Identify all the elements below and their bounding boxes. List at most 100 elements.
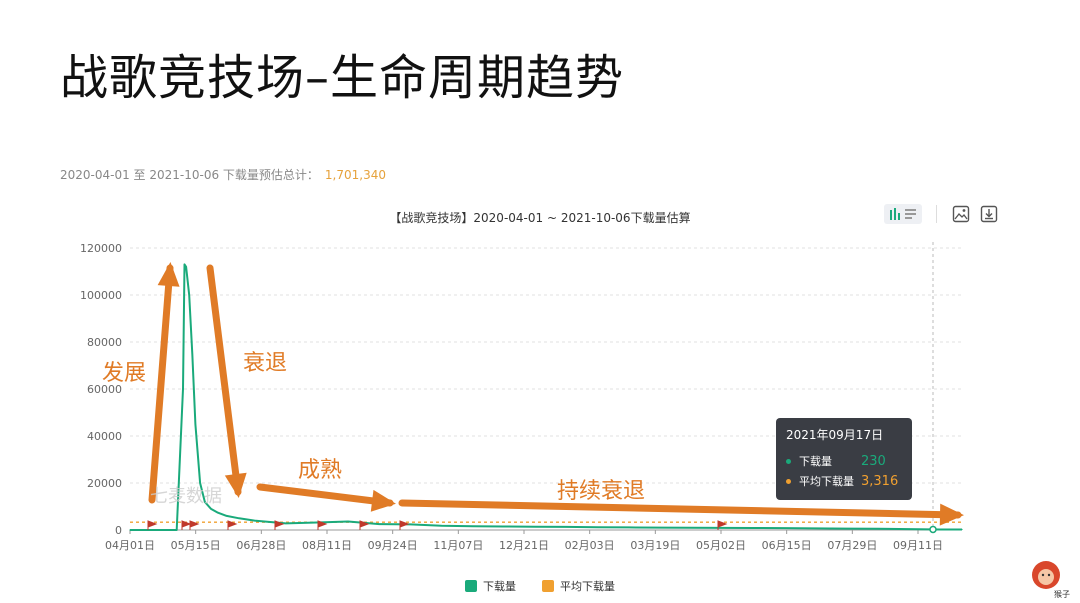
download-point — [254, 520, 256, 522]
x-axis-ticks: 04月01日 05月15日 06月28日 08月11日 09月24日 11月07日 12月2… — [105, 530, 943, 552]
y-tick-label: 80000 — [87, 336, 122, 349]
x-tick-label: 12月21日 — [499, 539, 549, 552]
x-tick-label: 08月11日 — [302, 539, 352, 552]
tooltip-row-avg: 平均下载量 3,316 — [786, 471, 902, 491]
x-tick-label: 06月28日 — [236, 539, 286, 552]
download-point — [783, 527, 785, 529]
download-point — [409, 523, 412, 525]
event-flag-icon — [317, 520, 328, 530]
legend-label-avg: 平均下载量 — [560, 580, 615, 593]
chart-view-toggle[interactable] — [884, 204, 922, 224]
download-point — [378, 523, 380, 525]
annotation-arrows — [148, 262, 964, 526]
slide-title: 战歌竞技场–生命周期趋势 — [60, 50, 625, 106]
download-point — [846, 527, 848, 530]
legend-swatch-avg — [542, 580, 554, 592]
tooltip-label-avg: 平均下载量 — [799, 475, 854, 488]
x-tick-label: 04月01日 — [105, 539, 155, 552]
hover-point — [929, 525, 937, 534]
download-point — [199, 482, 201, 484]
toolbar-divider — [936, 205, 937, 223]
download-point — [596, 526, 599, 528]
x-tick-label: 05月02日 — [696, 539, 746, 552]
download-point — [814, 527, 817, 529]
arrow-mature — [256, 483, 396, 512]
download-point — [472, 525, 474, 527]
annotation-decline: 衰退 — [243, 351, 288, 376]
y-tick-label: 20000 — [87, 477, 122, 490]
event-flag-icon — [189, 520, 200, 530]
download-point — [183, 263, 186, 266]
tooltip-value-avg: 3,316 — [861, 473, 899, 489]
image-icon — [952, 205, 970, 223]
download-point — [176, 529, 178, 531]
arrow-head — [224, 472, 247, 498]
download-icon — [980, 205, 998, 223]
download-point — [188, 294, 190, 296]
chart-toolbar — [884, 204, 999, 224]
download-point — [285, 522, 287, 525]
watermark: 七麦数据 — [150, 486, 222, 507]
download-point — [752, 527, 754, 529]
annotation-develop: 发展 — [102, 361, 147, 386]
legend-label-download: 下载量 — [483, 580, 516, 593]
x-tick-label: 05月15日 — [171, 539, 221, 552]
tooltip-value-download: 230 — [861, 453, 886, 469]
monkey-logo-icon: 猴子 — [1026, 557, 1070, 599]
legend-swatch-download — [465, 580, 477, 592]
arrow-shaft — [398, 499, 962, 519]
x-tick-label: 06月15日 — [762, 539, 812, 552]
download-point — [908, 528, 910, 530]
summary-text: 2020-04-01 至 2021-10-06 下载量预估总计： — [60, 168, 319, 182]
chart-tooltip: 2021年09月17日 下载量 230 平均下载量 3,316 — [776, 418, 912, 500]
y-tick-label: 40000 — [87, 430, 122, 443]
tooltip-row-download: 下载量 230 — [786, 451, 902, 471]
arrow-head — [157, 262, 180, 287]
download-point — [347, 520, 349, 523]
tooltip-date: 2021年09月17日 — [786, 428, 884, 442]
y-tick-label: 0 — [115, 524, 122, 537]
logo-caption: 猴子 — [1054, 590, 1070, 599]
download-point — [182, 388, 184, 390]
download-point — [194, 423, 197, 425]
event-flag-icon — [274, 520, 285, 530]
download-point — [441, 525, 443, 527]
download-summary: 2020-04-01 至 2021-10-06 下载量预估总计： 1,701,34… — [60, 166, 386, 183]
event-flag-icon — [717, 520, 728, 530]
x-tick-label: 02月03日 — [565, 539, 615, 552]
download-point — [534, 526, 536, 528]
legend-item-download[interactable]: 下载量 — [465, 578, 516, 594]
series-layer — [129, 263, 963, 531]
download-point — [659, 527, 661, 529]
tooltip-label-download: 下载量 — [799, 455, 832, 468]
event-flag-icon — [147, 520, 158, 530]
event-flag-icon — [227, 520, 238, 530]
x-tick-label: 03月19日 — [630, 539, 680, 552]
download-point — [185, 266, 187, 268]
x-tick-label: 11月07日 — [433, 539, 483, 552]
annotation-mature: 成熟 — [298, 458, 343, 483]
download-point — [627, 526, 630, 529]
save-image-button[interactable] — [951, 204, 971, 224]
download-point — [503, 525, 505, 528]
arrow-decline — [206, 264, 247, 498]
x-tick-label: 09月24日 — [368, 539, 418, 552]
download-point — [225, 515, 228, 517]
event-markers — [147, 520, 937, 534]
event-flag-icon — [181, 520, 192, 530]
event-flag-icon — [399, 520, 410, 530]
arrow-shaft — [148, 264, 174, 504]
y-tick-label: 100000 — [80, 289, 122, 302]
bar-line-toggle-icon — [890, 208, 916, 220]
chart-legend: 下载量 平均下载量 — [0, 578, 1080, 594]
download-point — [877, 528, 879, 530]
download-button[interactable] — [979, 204, 999, 224]
legend-item-avg[interactable]: 平均下载量 — [542, 578, 615, 594]
y-tick-label: 60000 — [87, 383, 122, 396]
arrow-develop — [148, 262, 180, 504]
download-line — [130, 263, 962, 531]
download-point — [961, 528, 963, 531]
x-tick-label: 09月11日 — [893, 539, 943, 552]
event-flag-icon — [359, 520, 370, 530]
